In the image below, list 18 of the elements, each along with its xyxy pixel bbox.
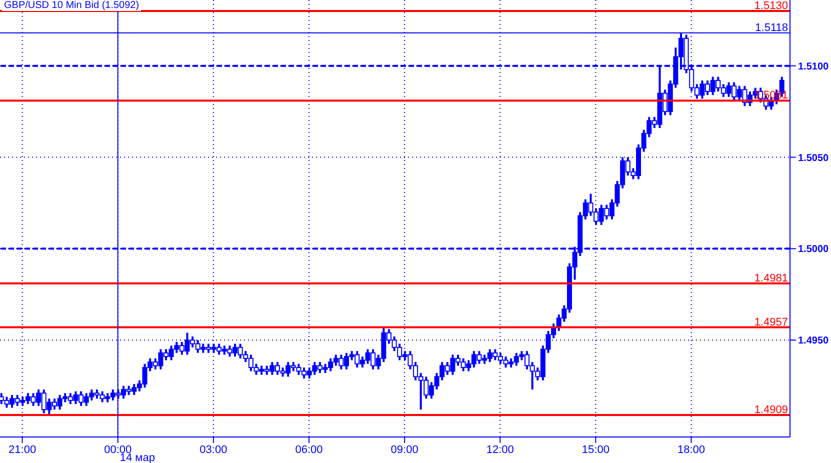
- x-tick-label: 15:00: [582, 444, 610, 456]
- ref-line-label: 1.4957: [754, 316, 788, 328]
- ref-line-label: 1.4909: [754, 404, 788, 416]
- x-tick-label: 06:00: [295, 444, 323, 456]
- y-tick-label: 1.4950: [798, 336, 830, 347]
- x-tick-label: 03:00: [200, 444, 228, 456]
- ref-line-label: 14 мар: [120, 452, 155, 463]
- x-tick-label: 09:00: [390, 444, 418, 456]
- x-tick-label: 12:00: [486, 444, 514, 456]
- y-tick-label: 1.5100: [798, 61, 830, 72]
- x-tick-label: 21:00: [8, 444, 36, 456]
- x-tick-label: 18:00: [677, 444, 706, 456]
- y-tick-label: 1.5050: [798, 152, 830, 164]
- ref-line-label: 1.5130: [754, 0, 788, 12]
- ref-line-label: 1.5118: [755, 22, 788, 34]
- ref-line-label: 1.4981: [754, 272, 788, 284]
- y-tick-label: 1.5000: [798, 244, 830, 256]
- chart-title: GBP/USD 10 Min Bid (1.5092): [2, 0, 142, 11]
